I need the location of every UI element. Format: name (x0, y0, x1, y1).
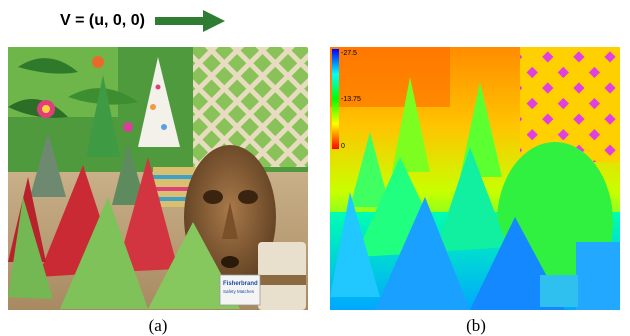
velocity-header: V = (u, 0, 0) (60, 8, 225, 34)
colorbar: -27.5 -13.75 0 (332, 49, 361, 150)
caption-a: (a) (148, 316, 168, 335)
disparity-map: -27.5 -13.75 0 (330, 47, 620, 310)
matchbox-brand: Fisherbrand (223, 281, 258, 287)
colorbar-tick-bottom: 0 (341, 143, 345, 150)
matchbox: Fisherbrand Safety Matches (219, 274, 261, 306)
right-arrow-icon (154, 10, 225, 32)
colorbar-tick-top: -27.5 (341, 50, 357, 57)
scene-photo: Fisherbrand Safety Matches (8, 47, 308, 310)
velocity-label: V = (u, 0, 0) (60, 12, 145, 29)
disparity-illustration: -27.5 -13.75 0 (330, 47, 620, 310)
matchbox-line1: Safety Matches (223, 289, 255, 294)
colorbar-tick-mid: -13.75 (341, 96, 361, 103)
scene-illustration: Fisherbrand Safety Matches (8, 47, 308, 310)
caption-b: (b) (466, 316, 486, 335)
